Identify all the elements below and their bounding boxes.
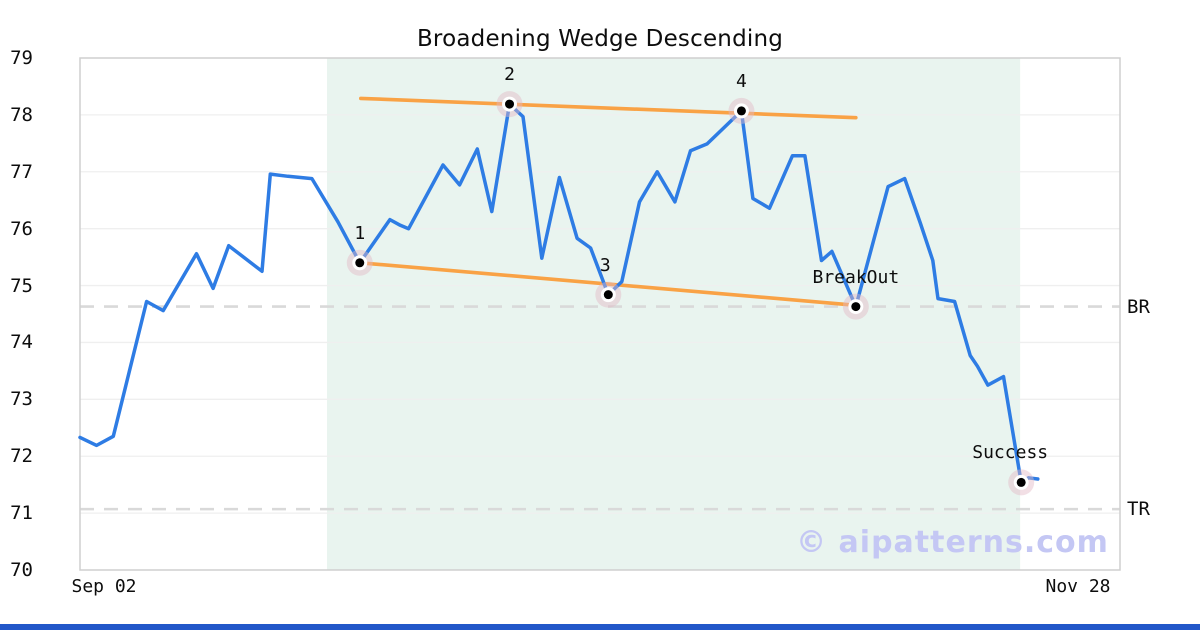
y-tick-74: 74 bbox=[10, 331, 33, 354]
trendline-upper-resistance bbox=[358, 96, 858, 120]
marker-dot-breakout bbox=[851, 302, 861, 312]
watermark: © aipatterns.com bbox=[796, 525, 1109, 560]
y-tick-72: 72 bbox=[10, 445, 33, 468]
pattern-region bbox=[327, 58, 1021, 570]
level-label-br: BR bbox=[1127, 295, 1150, 318]
level-label-tr: TR bbox=[1127, 498, 1150, 521]
marker-label-success: Success bbox=[972, 442, 1049, 464]
marker-dot-3 bbox=[603, 290, 613, 300]
marker-label-2: 2 bbox=[504, 64, 515, 86]
marker-label-breakout: BreakOut bbox=[812, 266, 900, 288]
footer-bar bbox=[0, 624, 1200, 630]
marker-label-1: 1 bbox=[354, 222, 366, 244]
chart-title: Broadening Wedge Descending bbox=[416, 26, 784, 52]
y-tick-78: 78 bbox=[10, 103, 33, 126]
x-tick-nov-28: Nov 28 bbox=[1045, 576, 1111, 597]
y-tick-73: 73 bbox=[10, 388, 33, 411]
x-tick-sep-02: Sep 02 bbox=[71, 576, 137, 597]
y-tick-76: 76 bbox=[10, 217, 33, 240]
y-tick-70: 70 bbox=[10, 559, 33, 581]
y-tick-71: 71 bbox=[10, 502, 33, 525]
marker-label-4: 4 bbox=[736, 70, 747, 92]
marker-dot-success bbox=[1016, 477, 1026, 487]
y-tick-77: 77 bbox=[10, 160, 33, 183]
marker-dot-4 bbox=[736, 106, 746, 116]
marker-dot-1 bbox=[355, 258, 365, 268]
marker-label-3: 3 bbox=[599, 254, 611, 276]
marker-dot-2 bbox=[505, 99, 515, 109]
y-tick-75: 75 bbox=[10, 274, 33, 297]
plot-border bbox=[79, 57, 1121, 571]
y-tick-79: 79 bbox=[10, 47, 33, 69]
